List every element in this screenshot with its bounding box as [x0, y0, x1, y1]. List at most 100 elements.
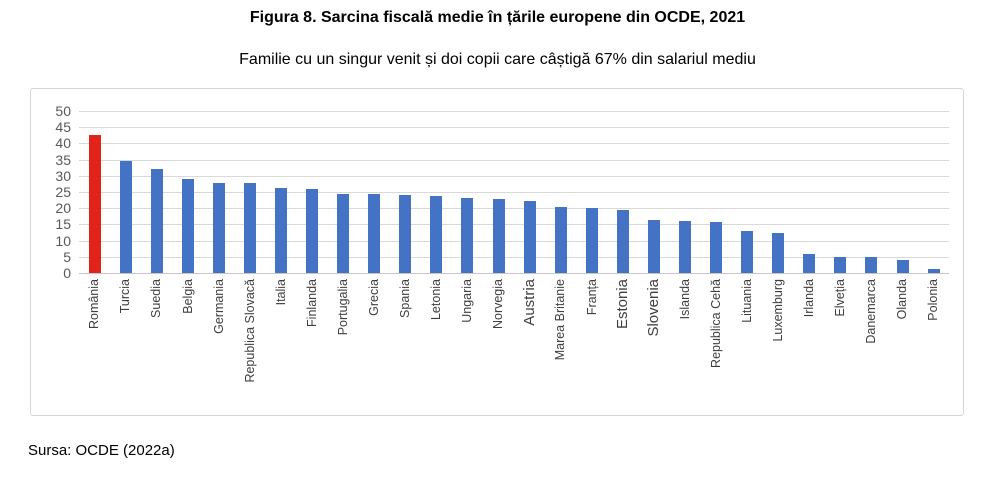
x-label-column: Turcia: [110, 279, 141, 383]
x-label-column: Elveția: [825, 279, 856, 383]
bar-germania: [212, 183, 225, 273]
x-axis-label-grecia: Grecia: [366, 279, 381, 316]
bar-slovenia: [647, 220, 660, 273]
bar-column: [918, 111, 949, 273]
y-axis-tick-35: 35: [55, 151, 71, 168]
bar-danemarca: [865, 257, 878, 273]
figure-subtitle: Familie cu un singur venit și doi copii …: [239, 51, 756, 68]
bar-column: [328, 111, 359, 273]
bar-finlanda: [306, 189, 319, 273]
bar-column: [763, 111, 794, 273]
source-note: Sursa: OCDE (2022a): [28, 442, 175, 459]
x-axis-label-germania: Germania: [211, 279, 226, 334]
x-axis-label-lituania: Lituania: [739, 279, 754, 323]
x-axis-label-suedia: Suedia: [149, 279, 164, 318]
gridline-45: [79, 127, 949, 129]
x-label-column: Polonia: [918, 279, 949, 383]
x-label-column: Ungaria: [452, 279, 483, 383]
bar-elveția: [834, 256, 847, 273]
y-axis-tick-15: 15: [55, 216, 71, 233]
x-axis-label-polonia: Polonia: [926, 279, 941, 321]
x-axis-label-românia: România: [87, 279, 102, 330]
bar-column: [110, 111, 141, 273]
bar-lituania: [741, 230, 754, 273]
x-axis-label-slovenia: Slovenia: [645, 279, 663, 337]
x-axis-label-norvegia: Norvegia: [491, 279, 506, 330]
x-axis-label-franța: Franța: [584, 279, 599, 316]
gridline-50: [79, 111, 949, 112]
y-axis-tick-45: 45: [55, 119, 71, 136]
x-label-column: Lituania: [732, 279, 763, 383]
plot-area: [79, 111, 949, 274]
bar-column: [887, 111, 918, 273]
y-axis-tick-5: 5: [63, 248, 71, 265]
x-axis-label-finlanda: Finlanda: [304, 279, 319, 327]
bar-franța: [585, 207, 598, 273]
x-label-column: Belgia: [172, 279, 203, 383]
x-axis-label-marea-britanie: Marea Britanie: [553, 279, 568, 361]
bar-column: [576, 111, 607, 273]
bar-column: [421, 111, 452, 273]
bar-column: [265, 111, 296, 273]
bar-column: [141, 111, 172, 273]
bar-letonia: [430, 195, 443, 273]
x-label-column: Austria: [514, 279, 545, 383]
x-label-column: Norvegia: [483, 279, 514, 383]
bar-turcia: [119, 160, 132, 273]
bar-column: [669, 111, 700, 273]
figure-title: Figura 8. Sarcina fiscală medie în țăril…: [249, 9, 746, 26]
bar-chart: România Turcia Suedia Belgia Germania Republi…: [30, 88, 964, 416]
y-axis-tick-50: 50: [55, 103, 71, 119]
gridline-35: [79, 159, 949, 161]
x-label-column: Republica Cehă: [701, 279, 732, 383]
bar-islanda: [679, 221, 692, 273]
bar-column: [638, 111, 669, 273]
bar-column: [297, 111, 328, 273]
bar-austria: [523, 200, 536, 273]
bar-polonia: [927, 269, 940, 273]
bar-column: [172, 111, 203, 273]
bar-italia: [275, 188, 287, 273]
y-axis-tick-0: 0: [63, 265, 71, 281]
x-axis-label-italia: Italia: [273, 279, 288, 306]
x-label-column: Grecia: [359, 279, 390, 383]
x-axis-label-austria: Austria: [521, 279, 539, 326]
x-axis-label-portugalia: Portugalia: [335, 279, 350, 336]
x-label-column: Italia: [265, 279, 296, 383]
x-axis-label-islanda: Islanda: [677, 279, 692, 320]
x-axis-label-turcia: Turcia: [118, 279, 133, 314]
bar-column: [607, 111, 638, 273]
bar-column: [234, 111, 265, 273]
x-label-column: Republica Slovacă: [234, 279, 265, 383]
x-axis-label-letonia: Letonia: [429, 279, 444, 321]
x-label-column: Portugalia: [328, 279, 359, 383]
bar-irlanda: [803, 253, 816, 273]
x-label-column: Letonia: [421, 279, 452, 383]
x-label-column: Estonia: [607, 279, 638, 383]
x-axis-label-ungaria: Ungaria: [460, 279, 475, 323]
x-axis-label-spania: Spania: [398, 279, 413, 318]
bar-column: [203, 111, 234, 273]
bar-column: [452, 111, 483, 273]
x-label-column: Franța: [576, 279, 607, 383]
category-axis-labels: România Turcia Suedia Belgia Germania Republi…: [79, 279, 949, 383]
x-axis-label-danemarca: Danemarca: [864, 279, 879, 344]
gridline-15: [79, 224, 949, 226]
bar-column: [483, 111, 514, 273]
bars-row: [79, 111, 949, 273]
x-axis-label-olanda: Olanda: [895, 279, 910, 320]
x-label-column: România: [79, 279, 110, 383]
x-label-column: Finlanda: [297, 279, 328, 383]
bar-olanda: [896, 260, 909, 273]
bar-norvegia: [492, 199, 505, 273]
bar-column: [794, 111, 825, 273]
y-axis-tick-25: 25: [55, 184, 71, 200]
x-label-column: Danemarca: [856, 279, 887, 383]
bar-column: [732, 111, 763, 273]
bar-column: [856, 111, 887, 273]
x-axis-label-republica-slovacă: Republica Slovacă: [242, 279, 257, 383]
bar-belgia: [181, 179, 194, 273]
x-label-column: Irlanda: [794, 279, 825, 383]
bar-marea-britanie: [554, 206, 567, 273]
